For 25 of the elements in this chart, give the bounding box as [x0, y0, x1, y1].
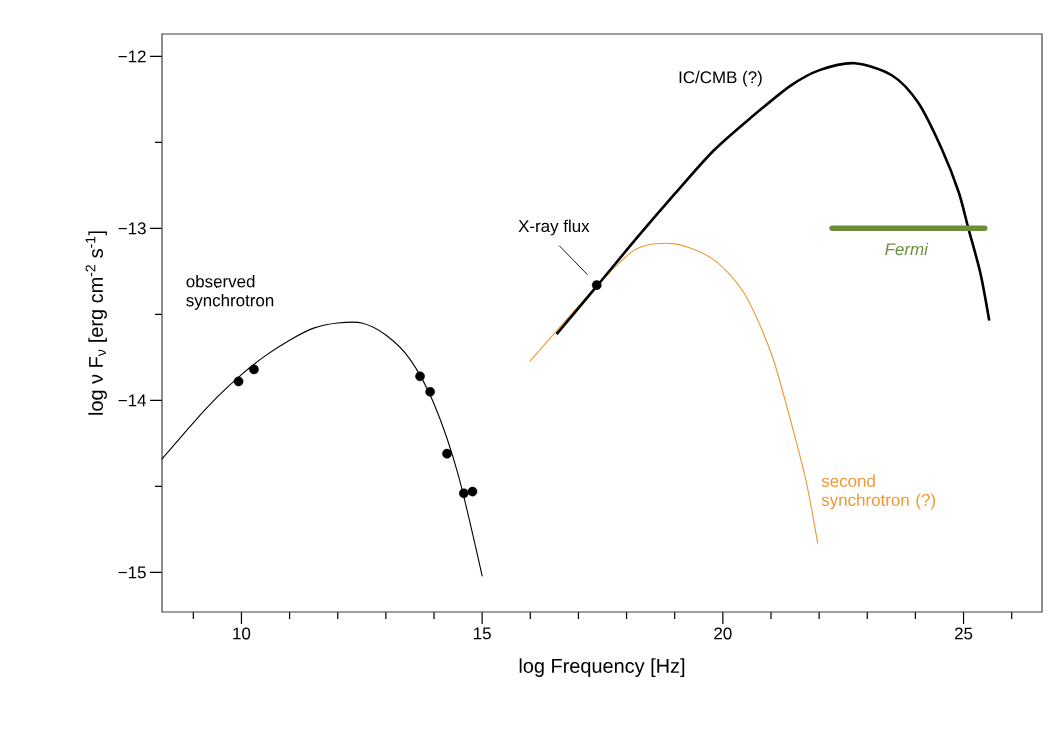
series-label: second synchrotron (?)	[821, 474, 936, 510]
x-axis-title: log Frequency [Hz]	[519, 658, 685, 677]
y-tick-label: −12	[118, 50, 146, 63]
point	[442, 448, 452, 459]
y-axis-title: log ν F$_{ν}$ [erg cm$^{-2}$ s$^{-1}$]	[85, 231, 107, 415]
x-tick-label: 25	[954, 627, 973, 640]
point	[591, 280, 602, 290]
x-tick-label: 20	[714, 627, 732, 640]
point	[415, 371, 425, 382]
point	[467, 486, 478, 497]
series-label: IC/CMB (?)	[679, 70, 762, 87]
line-series	[529, 242, 819, 544]
x-tick-label: 10	[233, 627, 251, 640]
x-tick-label: 15	[474, 627, 491, 640]
point	[425, 386, 435, 397]
text: observed synchrotron	[186, 275, 274, 310]
series-label: Fermi	[885, 242, 929, 256]
y-tick-label: −14	[118, 394, 146, 407]
point	[233, 376, 244, 387]
y-tick-label: −13	[118, 222, 146, 235]
point	[459, 488, 469, 499]
y-tick-label: −15	[118, 566, 146, 579]
point	[249, 364, 259, 375]
line-series	[161, 321, 483, 577]
text: X-ray flux	[518, 219, 590, 236]
